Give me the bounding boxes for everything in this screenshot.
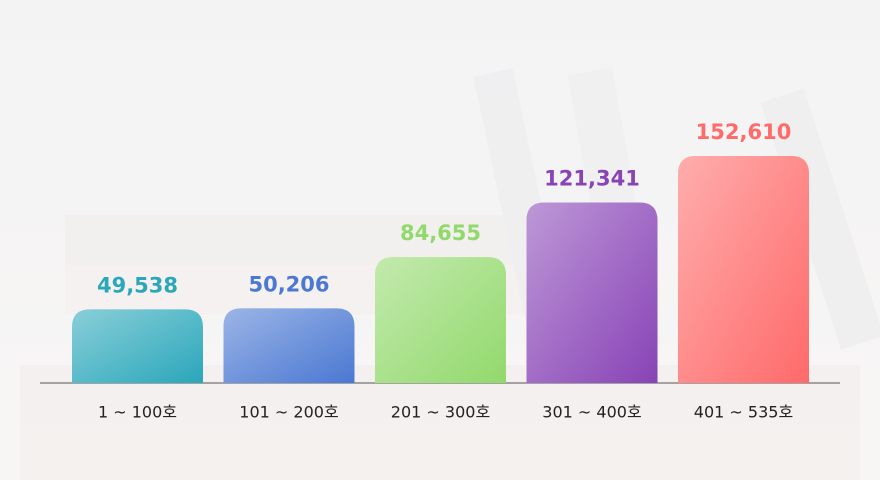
bar-shine [223,308,355,383]
bar-shine [526,202,658,383]
bar-shine [678,156,809,383]
x-tick-label: 1 ~ 100호 [98,403,177,422]
x-tick-label: 201 ~ 300호 [391,403,490,422]
value-label: 50,206 [248,272,329,296]
bar-shine [375,257,506,383]
value-label: 49,538 [97,273,178,297]
value-label: 84,655 [400,221,481,245]
x-tick-label: 401 ~ 535호 [694,403,793,422]
value-label: 121,341 [544,167,640,191]
x-tick-label: 101 ~ 200호 [239,403,338,422]
value-label: 152,610 [696,120,792,144]
x-tick-label: 301 ~ 400호 [542,403,641,422]
bar-shine [72,309,203,383]
